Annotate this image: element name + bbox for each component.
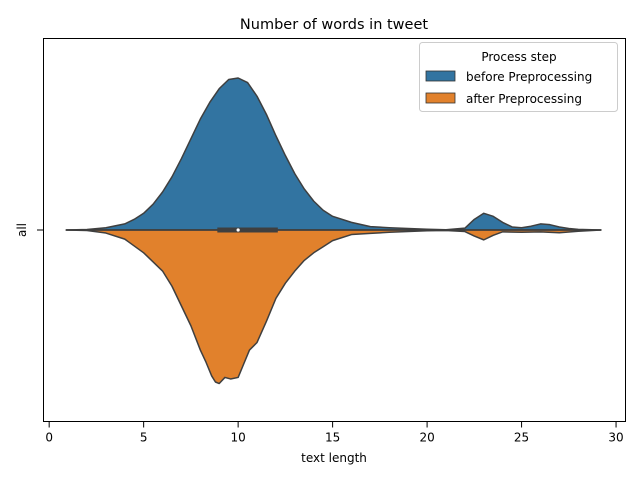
median-marker — [236, 228, 240, 232]
legend-label-before: before Preprocessing — [466, 70, 592, 84]
interquartile-box — [217, 227, 278, 233]
x-tick-label: 25 — [514, 431, 529, 445]
legend-label-after: after Preprocessing — [466, 92, 582, 106]
inner-box — [66, 227, 601, 233]
x-axis: 0 5 10 15 20 25 30 — [45, 421, 624, 445]
legend: Process step before Preprocessing after … — [419, 42, 618, 112]
legend-frame — [419, 42, 618, 112]
violin-half-before — [65, 77, 602, 231]
x-tick-label: 30 — [608, 431, 623, 445]
legend-swatch-after — [425, 92, 456, 104]
x-tick-label: 0 — [45, 431, 53, 445]
x-axis-label: text length — [301, 451, 367, 465]
x-tick-label: 10 — [230, 431, 245, 445]
legend-swatch-before — [425, 70, 456, 82]
chart-title: Number of words in tweet — [240, 17, 428, 33]
y-tick-label: all — [15, 223, 29, 237]
violin-half-after — [65, 229, 602, 385]
legend-title: Process step — [481, 50, 556, 64]
x-tick-label: 20 — [419, 431, 434, 445]
y-axis: all — [15, 223, 44, 237]
x-tick-label: 15 — [325, 431, 340, 445]
x-tick-label: 5 — [140, 431, 148, 445]
violin-bodies — [65, 77, 602, 385]
